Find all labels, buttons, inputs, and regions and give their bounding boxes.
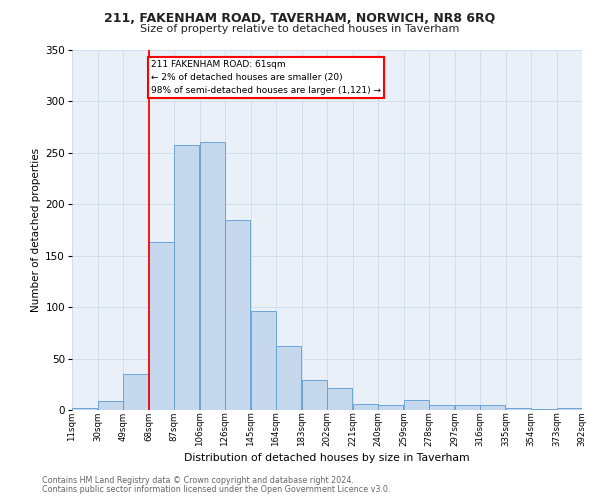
- Bar: [455, 405, 479, 410]
- Bar: [149, 242, 173, 410]
- Bar: [302, 380, 326, 410]
- X-axis label: Distribution of detached houses by size in Taverham: Distribution of detached houses by size …: [184, 453, 470, 463]
- Text: 211, FAKENHAM ROAD, TAVERHAM, NORWICH, NR8 6RQ: 211, FAKENHAM ROAD, TAVERHAM, NORWICH, N…: [104, 12, 496, 26]
- Bar: [200, 142, 224, 410]
- Bar: [124, 374, 148, 410]
- Bar: [277, 346, 301, 410]
- Bar: [226, 220, 250, 410]
- Bar: [175, 144, 199, 410]
- Bar: [481, 405, 505, 410]
- Bar: [557, 408, 581, 410]
- Text: Contains HM Land Registry data © Crown copyright and database right 2024.: Contains HM Land Registry data © Crown c…: [42, 476, 354, 485]
- Bar: [98, 400, 122, 410]
- Y-axis label: Number of detached properties: Number of detached properties: [31, 148, 41, 312]
- Bar: [506, 408, 530, 410]
- Text: Contains public sector information licensed under the Open Government Licence v3: Contains public sector information licen…: [42, 484, 391, 494]
- Text: Size of property relative to detached houses in Taverham: Size of property relative to detached ho…: [140, 24, 460, 34]
- Bar: [404, 400, 428, 410]
- Bar: [430, 405, 454, 410]
- Bar: [379, 405, 403, 410]
- Text: 211 FAKENHAM ROAD: 61sqm
← 2% of detached houses are smaller (20)
98% of semi-de: 211 FAKENHAM ROAD: 61sqm ← 2% of detache…: [151, 60, 381, 95]
- Bar: [353, 404, 377, 410]
- Bar: [532, 409, 556, 410]
- Bar: [73, 408, 97, 410]
- Bar: [251, 312, 275, 410]
- Bar: [328, 388, 352, 410]
